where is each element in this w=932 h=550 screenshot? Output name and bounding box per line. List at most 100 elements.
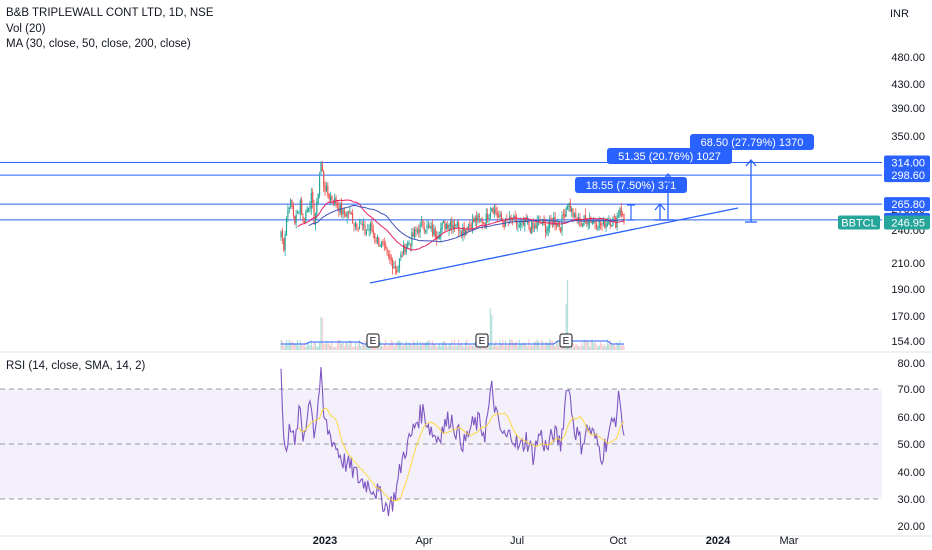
level-tag-label: 298.60 (891, 170, 925, 182)
candle-body (408, 242, 410, 244)
candle-body (288, 207, 290, 210)
candle-body (367, 229, 369, 231)
volume-bar (378, 344, 380, 350)
candle-body (536, 221, 538, 229)
rsi-tick-label: 50.00 (897, 439, 925, 451)
measure-label: 68.50 (27.79%) 1370 (701, 137, 804, 149)
volume-bar (295, 343, 297, 350)
volume-bar (453, 339, 456, 350)
candle-body (448, 225, 450, 230)
volume-bar (504, 340, 507, 350)
candle-body (481, 218, 483, 224)
candle-body (390, 257, 392, 261)
candle-body (364, 225, 366, 234)
volume-bar (521, 342, 523, 350)
candle-body (309, 206, 311, 208)
volume-bar (347, 345, 350, 350)
measure-label-box (575, 177, 687, 193)
volume-bar (463, 346, 465, 350)
candle-body (537, 219, 540, 223)
candle-body (328, 194, 330, 200)
volume-bar (325, 340, 328, 350)
candle-body (380, 241, 383, 248)
candle-body (391, 260, 394, 270)
volume-bar (389, 344, 391, 350)
volume-bar (302, 345, 304, 350)
volume-bar (517, 345, 519, 350)
volume-bar (409, 344, 412, 350)
candle-body (484, 222, 486, 227)
volume-bar (531, 345, 533, 350)
volume-bar (299, 340, 301, 350)
volume-bar (584, 339, 587, 350)
candle-body (584, 214, 587, 219)
volume-bar (441, 342, 443, 350)
candle-body (452, 224, 454, 230)
currency-label[interactable]: INR (890, 8, 909, 20)
candle-body (525, 217, 527, 222)
volume-bar (499, 339, 501, 350)
volume-bar (341, 343, 343, 350)
candle-body (327, 186, 329, 196)
candle-body (492, 207, 494, 215)
candle-body (526, 220, 529, 223)
volume-bar (284, 344, 286, 350)
volume-bar (437, 346, 439, 350)
volume-bar (285, 339, 288, 350)
rsi-legend[interactable]: RSI (14, close, SMA, 14, 2) (6, 360, 146, 372)
ticker-tag-label: BBTCL (841, 218, 876, 230)
candle-body (532, 221, 534, 229)
candle-body (606, 224, 609, 226)
candle-body (307, 208, 310, 211)
candle-body (372, 229, 374, 234)
volume-bar (307, 343, 310, 350)
candle-body (571, 208, 573, 212)
volume-bar (379, 341, 381, 350)
candle-body (301, 199, 303, 215)
level-tag (884, 197, 930, 212)
volume-bar (536, 339, 538, 350)
candle-body (414, 229, 416, 239)
volume-bar (597, 346, 599, 350)
candle-body (460, 232, 463, 235)
candle-body (611, 224, 613, 227)
candle-body (477, 214, 479, 222)
candle-body (488, 217, 490, 219)
candle-body (394, 266, 396, 269)
price-tick-label: 430.00 (891, 79, 925, 91)
price-tick-label: 210.00 (891, 258, 925, 270)
ma-legend[interactable]: MA (30, close, 50, close, 200, close) (6, 38, 191, 50)
volume-bar (575, 344, 577, 350)
candle-body (302, 216, 304, 222)
candle-body (287, 209, 289, 218)
candle-body (579, 217, 581, 227)
volume-bar (411, 345, 413, 350)
volume-bar (565, 303, 567, 350)
candle-body (398, 258, 401, 268)
volume-bar (535, 341, 537, 350)
volume-bar (506, 344, 508, 350)
candle-body (382, 241, 384, 244)
candle-body (463, 226, 465, 235)
candle-body (332, 202, 334, 205)
candle-body (440, 228, 442, 238)
candle-body (573, 212, 576, 218)
volume-legend[interactable]: Vol (20) (6, 23, 46, 35)
candle-body (320, 161, 322, 174)
volume-bar (386, 346, 388, 350)
candle-body (619, 209, 621, 216)
volume-bar (467, 346, 469, 350)
volume-bar (529, 346, 531, 350)
price-tick-label: 190.00 (891, 284, 925, 296)
candle-body (493, 209, 496, 214)
volume-bar (361, 342, 363, 350)
volume-bar (493, 344, 496, 350)
volume-bar (353, 346, 355, 350)
volume-bar (427, 340, 429, 350)
volume-bar (520, 343, 522, 350)
volume-bar (616, 342, 618, 350)
volume-bar (412, 340, 414, 350)
candle-body (622, 214, 624, 216)
volume-bar (429, 340, 431, 350)
